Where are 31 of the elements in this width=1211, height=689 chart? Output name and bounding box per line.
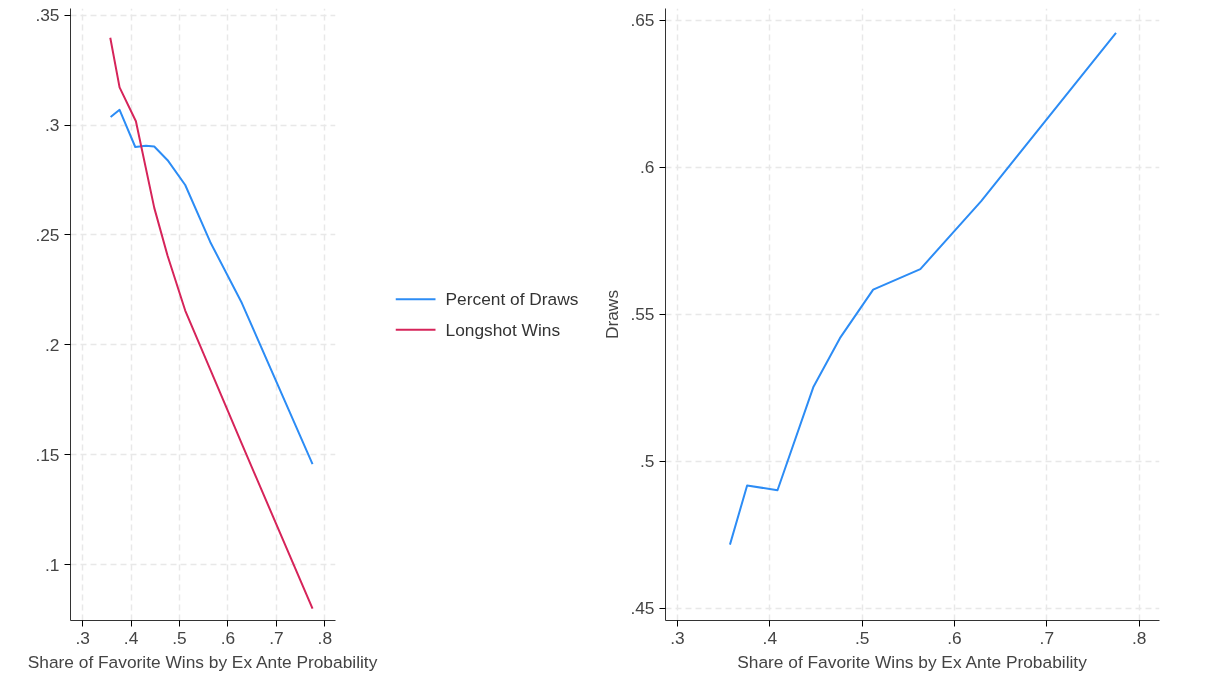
- x-tick-label: .8: [317, 627, 333, 648]
- y-tick-label: .15: [35, 444, 60, 465]
- y-tick-label: .3: [45, 115, 60, 136]
- y-tick-label: .2: [45, 334, 60, 355]
- x-tick-label: .3: [670, 627, 685, 648]
- line-series: [728, 31, 1118, 546]
- y-tick-label: .1: [45, 554, 60, 575]
- y-tick-label: .45: [630, 598, 655, 619]
- legend-label: Percent of Draws: [445, 289, 579, 310]
- x-tick-label: .5: [172, 627, 187, 648]
- x-tick-label: .4: [762, 627, 778, 648]
- y-tick-label: .5: [640, 451, 655, 472]
- x-tick-label: .7: [1039, 627, 1055, 648]
- x-tick-label: .7: [269, 627, 284, 648]
- x-axis-title: Share of Favorite Wins by Ex Ante Probability: [27, 651, 378, 672]
- line-series: [109, 108, 314, 466]
- x-tick-label: .5: [854, 627, 870, 648]
- x-tick-label: .6: [220, 627, 236, 648]
- y-axis-title: Draws: [602, 289, 623, 340]
- y-tick-label: .6: [640, 157, 655, 178]
- x-tick-label: .4: [123, 627, 139, 648]
- x-tick-label: .8: [1131, 627, 1147, 648]
- x-tick-label: .3: [75, 627, 90, 648]
- y-tick-label: .65: [630, 10, 655, 31]
- line-series: [109, 36, 314, 610]
- legend-label: Longshot Wins: [445, 319, 561, 340]
- y-tick-label: .55: [630, 304, 655, 325]
- y-tick-label: .25: [35, 224, 60, 245]
- x-tick-label: .6: [947, 627, 962, 648]
- y-tick-label: .35: [35, 5, 60, 26]
- x-axis-title: Share of Favorite Wins by Ex Ante Probability: [737, 651, 1088, 672]
